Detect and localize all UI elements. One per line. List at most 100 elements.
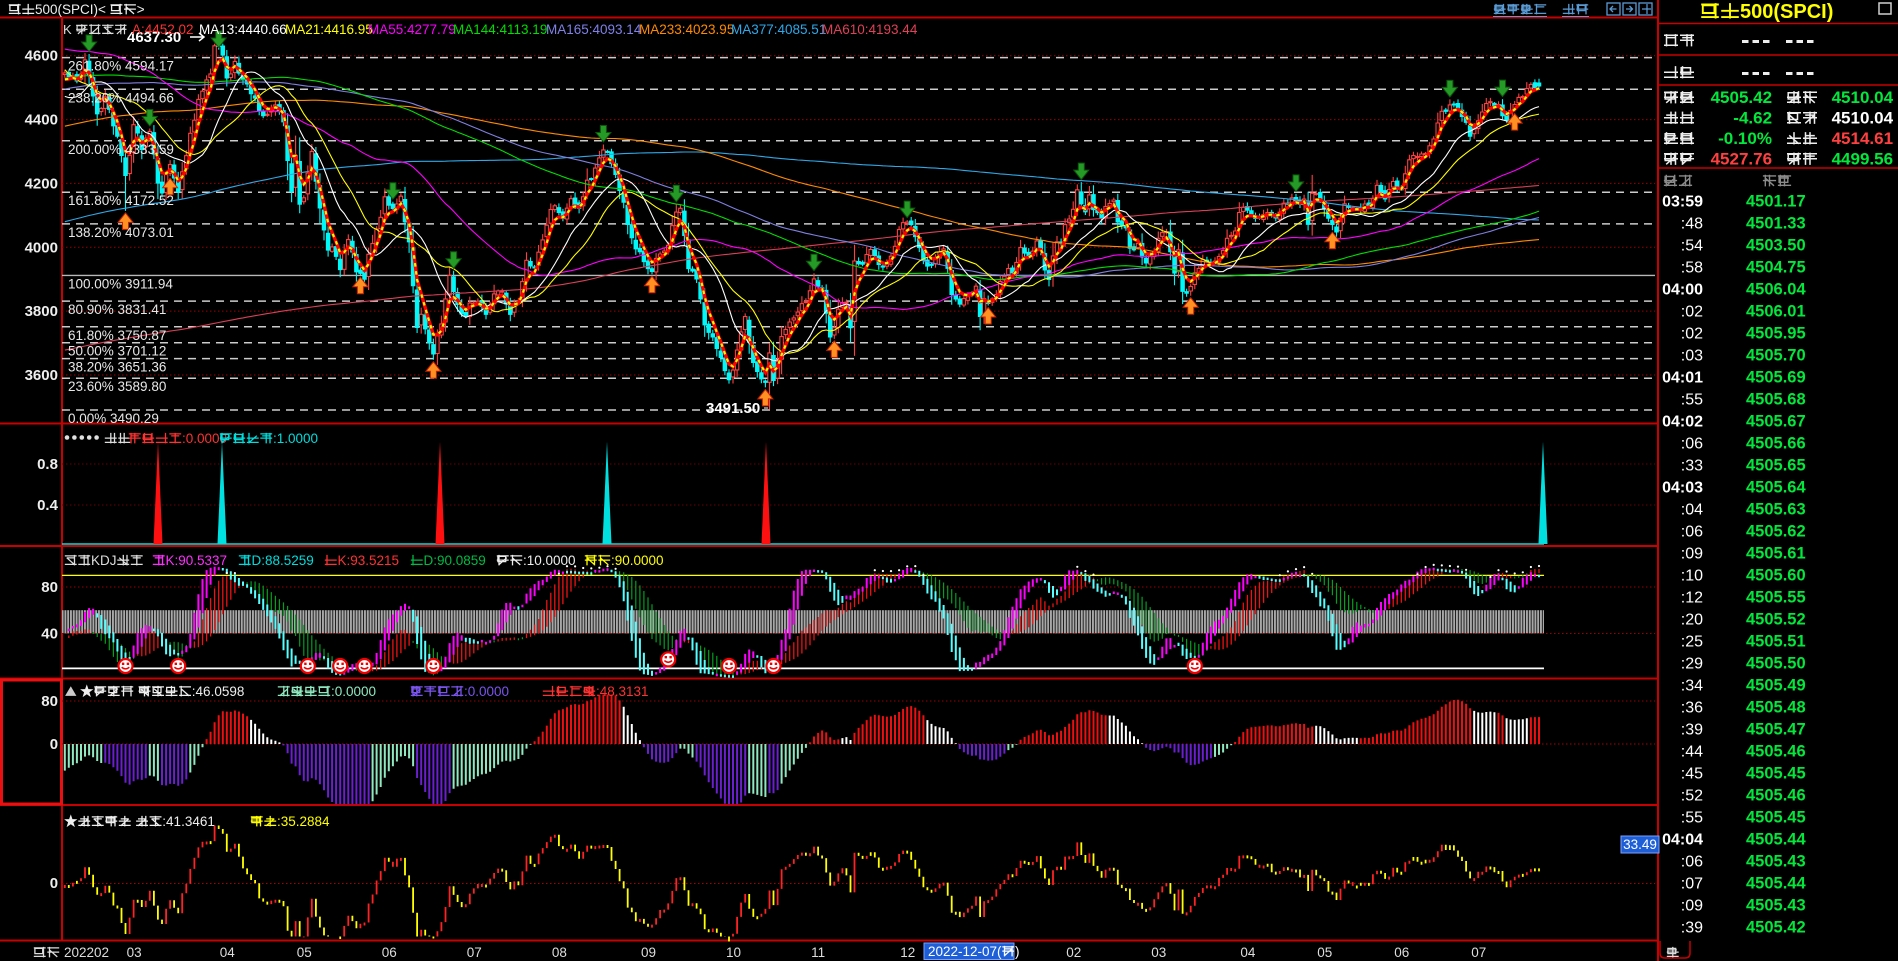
svg-text:04:01: 04:01 xyxy=(1662,370,1703,387)
svg-text:261.80% 4594.17: 261.80% 4594.17 xyxy=(68,59,174,74)
svg-text:04:03: 04:03 xyxy=(1662,480,1703,497)
svg-text:4505.50: 4505.50 xyxy=(1746,655,1806,673)
svg-text::09: :09 xyxy=(1681,898,1703,915)
svg-text:0.4: 0.4 xyxy=(37,497,59,514)
svg-text:4000: 4000 xyxy=(25,239,58,256)
svg-text:4505.45: 4505.45 xyxy=(1746,765,1806,783)
svg-text::04: :04 xyxy=(1681,502,1703,519)
svg-text:4505.44: 4505.44 xyxy=(1746,831,1806,849)
svg-text:06: 06 xyxy=(382,945,397,960)
svg-text::35.2884: :35.2884 xyxy=(277,814,330,829)
svg-text:80: 80 xyxy=(41,579,58,596)
svg-text::48: :48 xyxy=(1681,216,1703,233)
svg-text:04:00: 04:00 xyxy=(1662,282,1703,299)
svg-text:4505.70: 4505.70 xyxy=(1746,347,1806,365)
svg-text:MA377:4085.51: MA377:4085.51 xyxy=(731,22,826,37)
svg-text:4505.45: 4505.45 xyxy=(1746,809,1806,827)
svg-text:4506.04: 4506.04 xyxy=(1746,281,1806,299)
svg-text::90.0000: :90.0000 xyxy=(611,553,664,568)
svg-text:07: 07 xyxy=(467,945,482,960)
svg-text:4637.30: 4637.30 xyxy=(127,29,181,46)
svg-text:4501.33: 4501.33 xyxy=(1746,215,1806,233)
svg-text:4505.44: 4505.44 xyxy=(1746,875,1806,893)
svg-text:3491.50: 3491.50 xyxy=(706,400,760,417)
svg-text:3600: 3600 xyxy=(25,367,58,384)
svg-text:4510.04: 4510.04 xyxy=(1832,88,1894,107)
svg-text::41.3461: :41.3461 xyxy=(162,814,215,829)
svg-text::29: :29 xyxy=(1681,656,1703,673)
svg-text:4505.64: 4505.64 xyxy=(1746,479,1806,497)
svg-text:4600: 4600 xyxy=(25,48,58,65)
svg-text:11: 11 xyxy=(811,945,825,960)
svg-text:80.90% 3831.41: 80.90% 3831.41 xyxy=(68,302,166,317)
svg-text:D:88.5259: D:88.5259 xyxy=(252,553,314,568)
svg-text:MA165:4093.14: MA165:4093.14 xyxy=(546,22,642,37)
svg-text:200.00% 4333.59: 200.00% 4333.59 xyxy=(68,142,174,157)
svg-text:D:90.0859: D:90.0859 xyxy=(424,553,486,568)
svg-text:04:04: 04:04 xyxy=(1662,832,1703,849)
svg-text::34: :34 xyxy=(1681,678,1703,695)
svg-text:4505.46: 4505.46 xyxy=(1746,787,1806,805)
svg-text::0.0000: :0.0000 xyxy=(464,684,509,699)
svg-text::55: :55 xyxy=(1681,810,1703,827)
svg-text:4505.62: 4505.62 xyxy=(1746,523,1806,541)
svg-text::39: :39 xyxy=(1681,722,1703,739)
svg-text:4505.52: 4505.52 xyxy=(1746,611,1806,629)
svg-text:K:93.5215: K:93.5215 xyxy=(338,553,400,568)
svg-text:4505.48: 4505.48 xyxy=(1746,699,1806,717)
svg-text:4505.49: 4505.49 xyxy=(1746,677,1806,695)
svg-text:0.8: 0.8 xyxy=(37,456,58,473)
svg-text::06: :06 xyxy=(1681,524,1703,541)
svg-text::54: :54 xyxy=(1681,238,1703,255)
svg-text:4505.42: 4505.42 xyxy=(1711,88,1772,107)
svg-text:KDJ: KDJ xyxy=(91,553,117,568)
svg-text:4503.50: 4503.50 xyxy=(1746,237,1806,255)
svg-text:500(SPCI): 500(SPCI) xyxy=(1740,1,1833,23)
svg-text:03: 03 xyxy=(127,945,142,960)
svg-text::09: :09 xyxy=(1681,546,1703,563)
svg-text:K:90.5337: K:90.5337 xyxy=(166,553,228,568)
svg-text:4514.61: 4514.61 xyxy=(1832,129,1893,148)
svg-text:4527.76: 4527.76 xyxy=(1711,150,1772,169)
svg-text:MA610:4193.44: MA610:4193.44 xyxy=(822,22,918,37)
svg-text:09: 09 xyxy=(641,945,656,960)
svg-text:40: 40 xyxy=(41,626,58,643)
svg-text:4505.46: 4505.46 xyxy=(1746,743,1806,761)
svg-text:4499.56: 4499.56 xyxy=(1832,150,1893,169)
svg-text:03: 03 xyxy=(1151,945,1166,960)
svg-text::07: :07 xyxy=(1681,876,1703,893)
svg-text:4505.51: 4505.51 xyxy=(1746,633,1806,651)
svg-text:K: K xyxy=(63,22,72,37)
svg-text:05: 05 xyxy=(1317,945,1332,960)
svg-text:80: 80 xyxy=(41,693,58,710)
svg-text:4505.43: 4505.43 xyxy=(1746,897,1806,915)
svg-text::1.0000: :1.0000 xyxy=(273,431,318,446)
svg-text::33: :33 xyxy=(1681,458,1703,475)
svg-text:4505.60: 4505.60 xyxy=(1746,567,1806,585)
svg-text:2022-12-07(: 2022-12-07( xyxy=(928,944,1002,959)
svg-text:4505.47: 4505.47 xyxy=(1746,721,1806,739)
svg-text:MA233:4023.95: MA233:4023.95 xyxy=(639,22,734,37)
svg-text:4504.75: 4504.75 xyxy=(1746,259,1806,277)
svg-text:4505.43: 4505.43 xyxy=(1746,853,1806,871)
svg-text:4505.95: 4505.95 xyxy=(1746,325,1806,343)
svg-text:4506.01: 4506.01 xyxy=(1746,303,1806,321)
svg-text:04: 04 xyxy=(1240,945,1256,960)
svg-text:02: 02 xyxy=(1066,945,1081,960)
svg-text:-0.10%: -0.10% xyxy=(1718,129,1772,148)
svg-text:A:4452.02: A:4452.02 xyxy=(132,22,194,37)
svg-text:>: > xyxy=(137,2,145,17)
svg-text:): ) xyxy=(1015,944,1020,959)
svg-text:4505.67: 4505.67 xyxy=(1746,413,1806,431)
svg-text::36: :36 xyxy=(1681,700,1703,717)
svg-text:161.80% 4172.52: 161.80% 4172.52 xyxy=(68,193,174,208)
svg-text::10: :10 xyxy=(1681,568,1703,585)
svg-text:MA21:4416.95: MA21:4416.95 xyxy=(285,22,373,37)
svg-text:0: 0 xyxy=(50,736,58,753)
svg-text::0.0000: :0.0000 xyxy=(331,684,376,699)
svg-text:4505.55: 4505.55 xyxy=(1746,589,1806,607)
svg-text:4510.04: 4510.04 xyxy=(1832,109,1894,128)
svg-text::06: :06 xyxy=(1681,854,1703,871)
svg-text:06: 06 xyxy=(1394,945,1409,960)
svg-text:4505.66: 4505.66 xyxy=(1746,435,1806,453)
